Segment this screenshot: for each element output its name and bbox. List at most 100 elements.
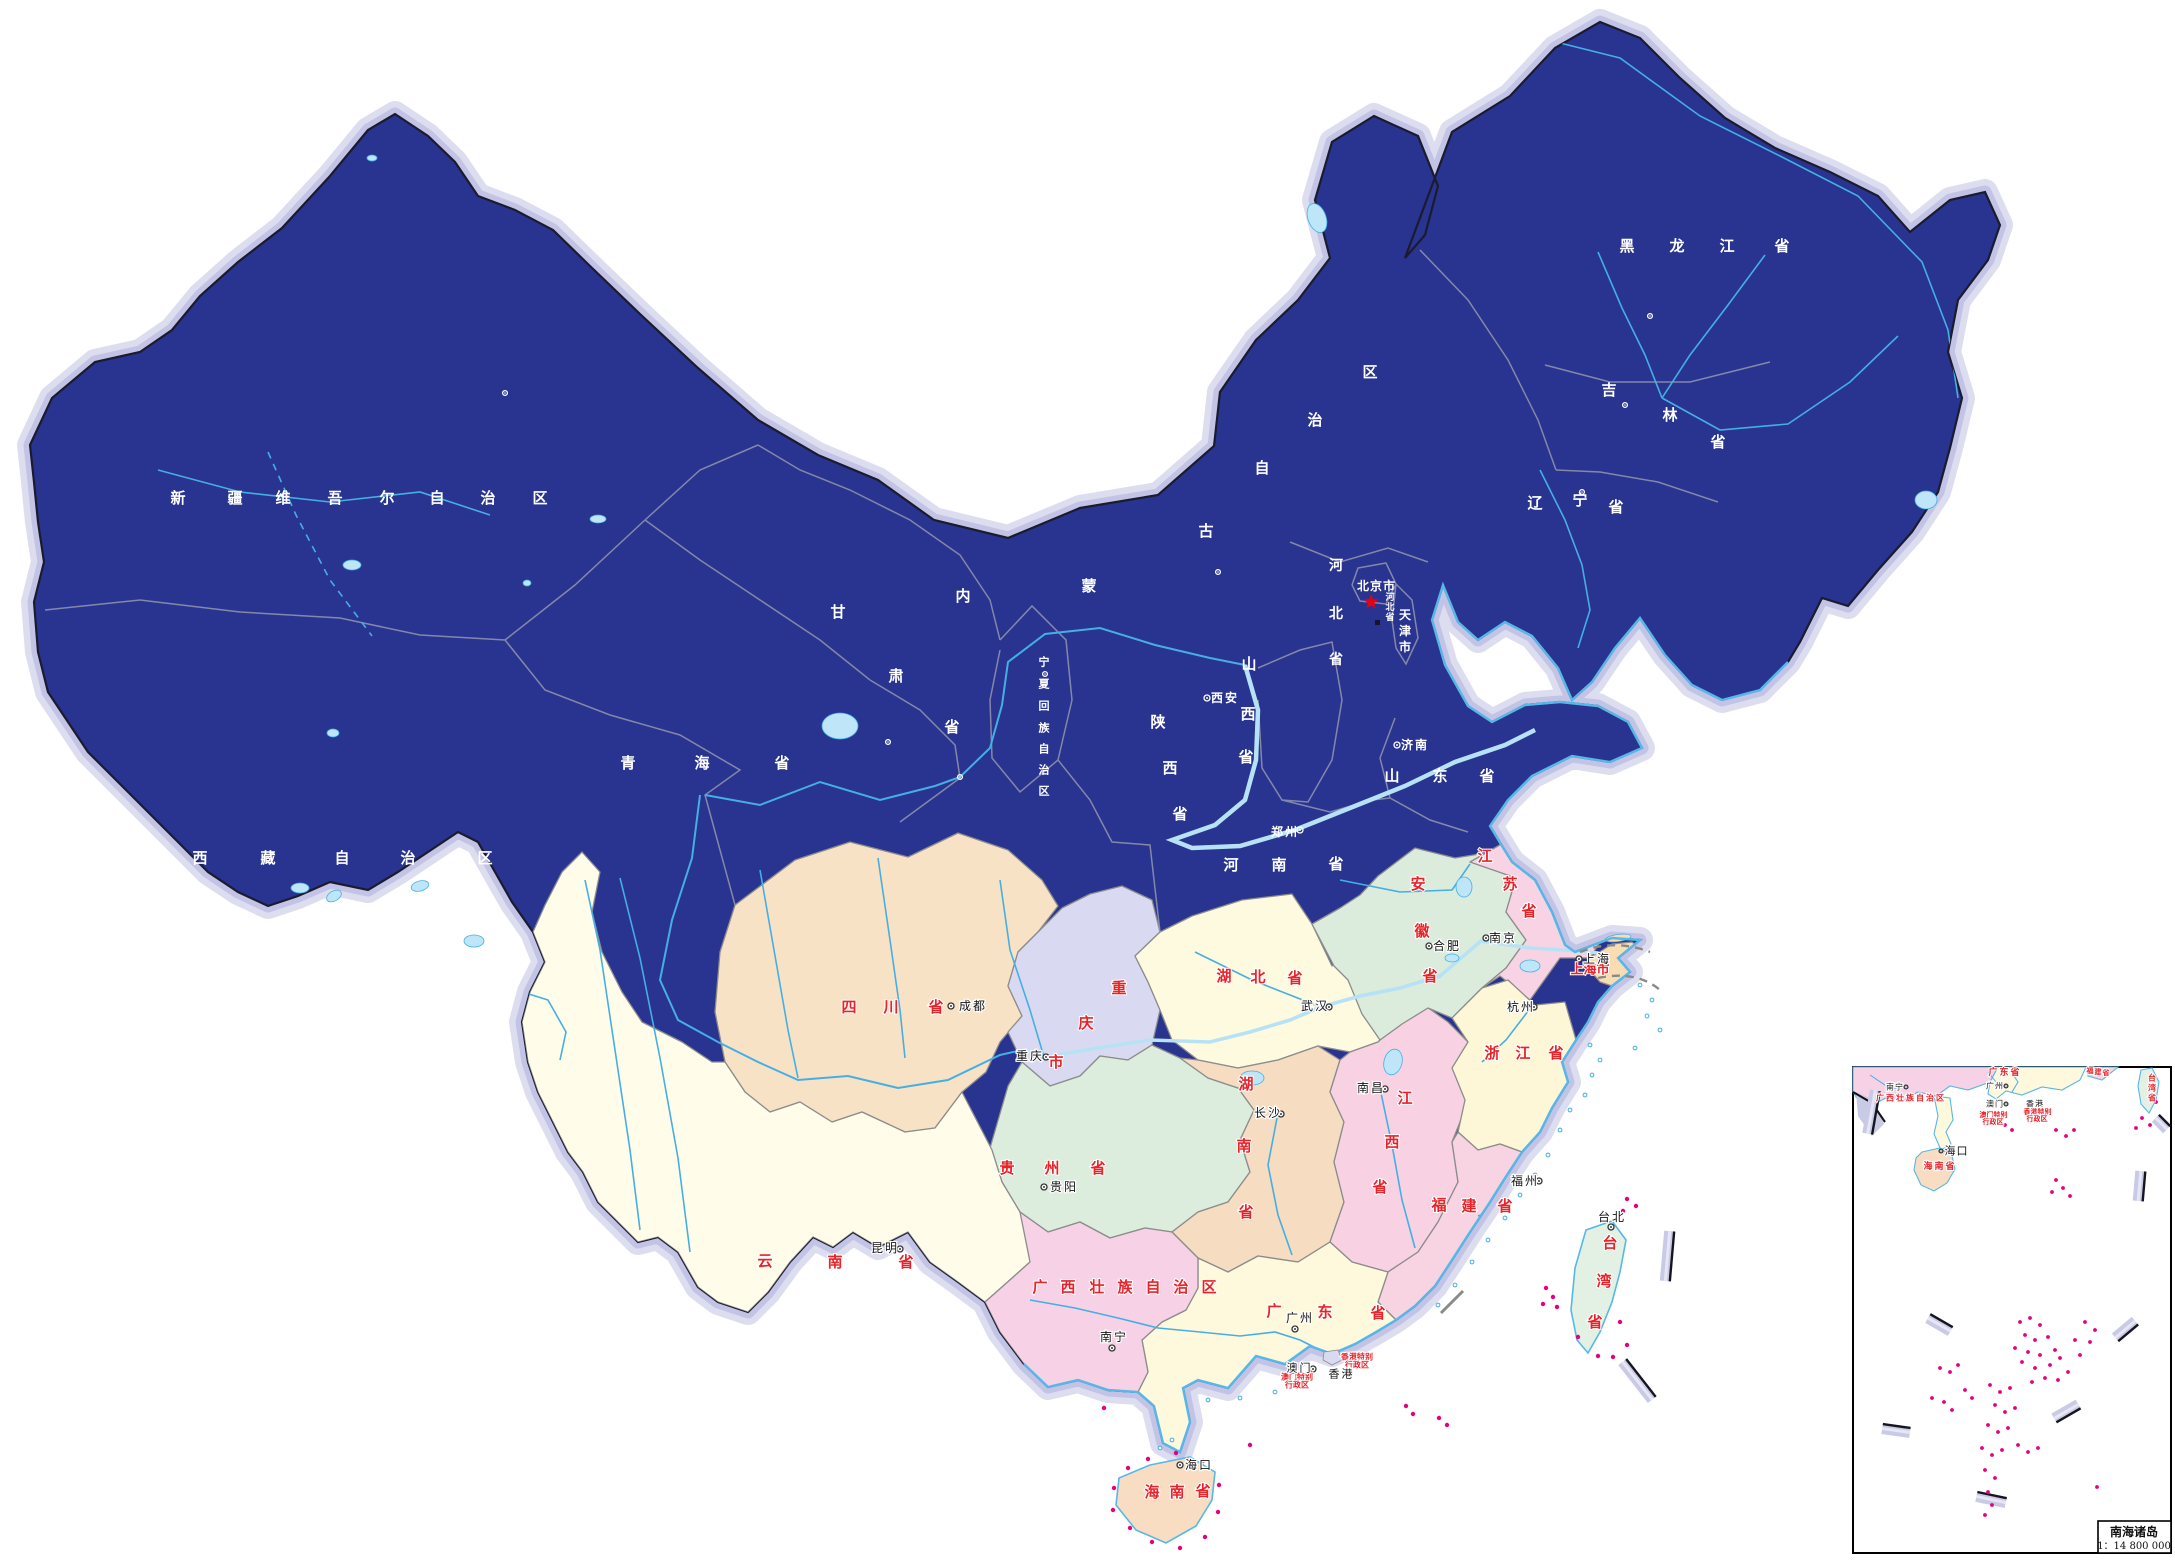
islet-magenta bbox=[1111, 1485, 1117, 1491]
label-hunan: 湖 bbox=[1238, 1075, 1253, 1093]
inset-islet bbox=[2003, 1410, 2007, 1414]
label-hebei: 省 bbox=[1328, 651, 1343, 668]
inset-hk-sar: 行 bbox=[2026, 1114, 2034, 1123]
label-tianjin: 天 bbox=[1399, 608, 1412, 622]
label-neimenggu: 古 bbox=[1198, 522, 1213, 540]
island-dots bbox=[1101, 982, 1663, 1551]
inset-islet bbox=[1990, 1503, 1994, 1507]
label-ningxia: 自 bbox=[1039, 742, 1050, 756]
river-huai bbox=[1339, 863, 1471, 893]
inset-macau: 澳 bbox=[1986, 1099, 1994, 1109]
inset-islet bbox=[2054, 1178, 2058, 1182]
label-gansu: 肃 bbox=[888, 667, 903, 685]
label-shanxi: 山 bbox=[1241, 655, 1256, 673]
city-chongqing: 重 bbox=[1016, 1049, 1028, 1063]
inset-islet bbox=[2006, 1426, 2010, 1430]
river-nenjiang bbox=[1661, 254, 1766, 399]
boundary-dash-bar bbox=[1975, 1490, 2007, 1509]
city-zhengzhou: 郑 bbox=[1271, 824, 1283, 839]
city-dot-center bbox=[1111, 1347, 1113, 1349]
river-yalong bbox=[759, 869, 799, 1079]
label-guangxi: 区 bbox=[1201, 1278, 1216, 1296]
label-xizang: 区 bbox=[477, 849, 492, 867]
city-dot bbox=[1203, 694, 1211, 702]
inset-islet bbox=[1990, 1453, 1994, 1457]
islet-coastal bbox=[1237, 1395, 1243, 1401]
inset-guangxi: 治 bbox=[1926, 1093, 1934, 1103]
inset-guangxi: 自 bbox=[1916, 1093, 1924, 1103]
city-changsha: 沙 bbox=[1268, 1106, 1280, 1120]
inset-islet bbox=[1938, 1366, 1942, 1370]
islet-magenta bbox=[1410, 1411, 1416, 1417]
boundary-tick bbox=[1439, 1289, 1465, 1315]
city-hongkong: 港 bbox=[1342, 1368, 1353, 1381]
islet-magenta bbox=[1540, 1301, 1546, 1307]
city-dot-center bbox=[480, 988, 482, 990]
city-dot-center bbox=[1179, 1464, 1181, 1466]
inset-islet bbox=[2028, 1316, 2032, 1320]
city-dot-center bbox=[1624, 404, 1626, 406]
inset-hainan: 海 bbox=[1923, 1160, 1932, 1172]
islet-coastal bbox=[1587, 1042, 1593, 1048]
label-guangxi: 自 bbox=[1145, 1278, 1160, 1296]
inset-islet bbox=[2134, 1126, 2138, 1130]
inset-hk-sar: 香 bbox=[2023, 1107, 2032, 1116]
boundary-dash-bar bbox=[2151, 1113, 2172, 1134]
label-hebei: 北 bbox=[1329, 606, 1343, 622]
label-xizang: 治 bbox=[400, 849, 415, 867]
inset-islet bbox=[1970, 1396, 1974, 1400]
river-xi bbox=[1029, 1299, 1317, 1349]
inset-islet bbox=[2061, 1186, 2065, 1190]
label-jiangsu: 江 bbox=[1477, 847, 1492, 865]
inset-islet bbox=[2058, 1356, 2062, 1360]
inset-fujian: 省 bbox=[2102, 1068, 2110, 1077]
label-jiangxi: 省 bbox=[1371, 1178, 1387, 1196]
city-dot bbox=[1041, 670, 1049, 678]
label-xinjiang: 维 bbox=[275, 489, 290, 507]
river-qiantang bbox=[1481, 1005, 1533, 1063]
islet-magenta bbox=[1550, 1294, 1556, 1300]
river-minjiang bbox=[877, 857, 906, 1059]
city-kunming: 明 bbox=[885, 1241, 897, 1255]
city-dot-center bbox=[1043, 1186, 1045, 1188]
inset-hk-sar: 区 bbox=[2041, 1115, 2048, 1123]
province-guangxi bbox=[984, 1211, 1199, 1393]
maritime-boundary-arcs bbox=[1579, 944, 1663, 993]
city-dot-center bbox=[1294, 1328, 1296, 1330]
lake-xinjiang-2 bbox=[522, 579, 532, 587]
islet-magenta bbox=[1554, 1304, 1560, 1310]
inset-macau-sar: 特 bbox=[1994, 1110, 2001, 1119]
city-dot-center bbox=[1581, 491, 1583, 493]
label-guizhou: 州 bbox=[1043, 1159, 1059, 1177]
label-beijing: 京 bbox=[1370, 578, 1382, 593]
river-tarim bbox=[157, 469, 491, 516]
inset-taiwan bbox=[2137, 1067, 2160, 1114]
label-fujian: 福 bbox=[1430, 1196, 1446, 1214]
city-dot bbox=[477, 985, 485, 993]
label-jilin: 省 bbox=[1709, 433, 1725, 451]
lake-qinghai bbox=[821, 712, 859, 740]
label-jiangsu: 省 bbox=[1520, 902, 1536, 920]
label-shanghai: 海 bbox=[1583, 962, 1596, 978]
inset-islet bbox=[1950, 1408, 1954, 1412]
inset-islet bbox=[2088, 1340, 2092, 1344]
label-neimenggu: 区 bbox=[1362, 363, 1377, 381]
inset-guangxi: 广 bbox=[1876, 1093, 1884, 1103]
city-dot-center bbox=[1578, 958, 1580, 960]
map-labels: 黑龙江省吉林省辽宁省内蒙古自治区新疆维吾尔自治区西藏自治区青海省甘肃省宁夏回族自… bbox=[170, 237, 2066, 1502]
inset-scale-box bbox=[2097, 1520, 2172, 1554]
label-macau-sar: 政 bbox=[1293, 1380, 1301, 1390]
city-shanghai: 上 bbox=[1583, 952, 1595, 966]
label-liaoning: 宁 bbox=[1572, 491, 1587, 509]
inset-hongkong: 港 bbox=[2035, 1099, 2043, 1109]
inset-islet bbox=[2046, 1335, 2050, 1339]
inset-fujian bbox=[2085, 1066, 2120, 1081]
label-taiwan: 台 bbox=[1602, 1234, 1617, 1252]
label-macau-sar: 特 bbox=[1297, 1372, 1305, 1382]
inset-islet bbox=[1996, 1430, 2000, 1434]
inset-islet bbox=[2048, 1363, 2052, 1367]
label-ningxia: 夏 bbox=[1039, 678, 1051, 691]
inset-haikou: 口 bbox=[1957, 1145, 1968, 1158]
islet-magenta bbox=[1125, 1465, 1131, 1471]
